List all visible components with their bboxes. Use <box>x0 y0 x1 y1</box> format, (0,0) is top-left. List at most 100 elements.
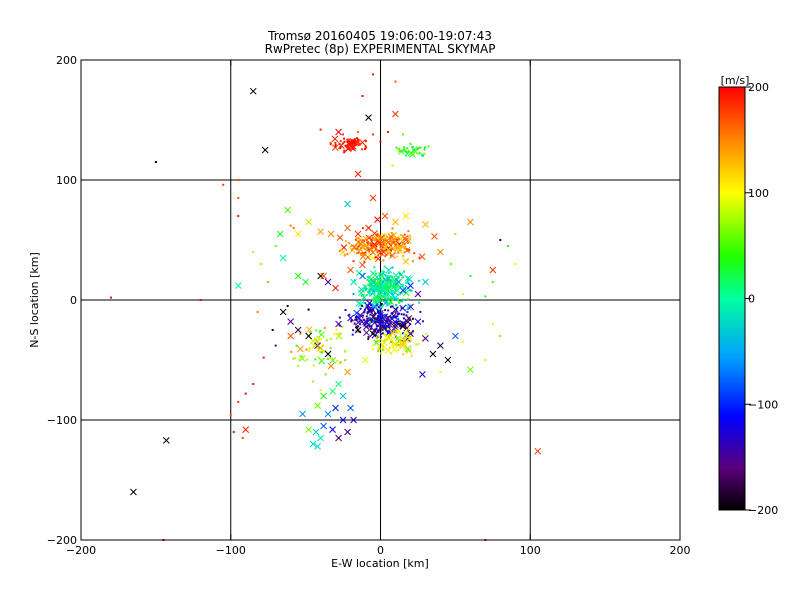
data-point-dot <box>407 150 410 153</box>
data-point-dot <box>389 322 392 325</box>
data-point-dot <box>403 149 406 152</box>
data-point-dot <box>396 288 399 291</box>
data-point-cross <box>365 234 373 242</box>
data-point-dot <box>372 73 375 76</box>
data-point-dot <box>461 293 464 295</box>
data-point-dot <box>368 250 371 253</box>
data-point-cross <box>394 280 401 288</box>
data-point-dot <box>395 304 398 307</box>
colorbar-gradient <box>718 86 746 511</box>
data-point-dot <box>375 272 378 275</box>
data-point-cross <box>261 146 269 154</box>
data-point-dot <box>237 197 240 199</box>
data-point-cross <box>355 300 363 307</box>
data-point-dot <box>373 287 376 290</box>
data-point-dot <box>388 332 391 335</box>
data-point-dot <box>408 249 411 252</box>
data-point-cross <box>359 261 366 269</box>
data-point-cross <box>294 326 302 334</box>
data-point-dot <box>370 244 373 247</box>
data-point-dot <box>398 238 401 241</box>
data-point-dot <box>390 242 393 245</box>
data-point-dot <box>385 338 388 341</box>
colorbar-tick-label: −100 <box>748 398 778 411</box>
data-point-dot <box>411 317 414 320</box>
data-point-dot <box>344 145 347 148</box>
data-point-cross <box>294 230 302 238</box>
data-point-dot <box>386 131 389 133</box>
data-point-dot <box>400 234 403 237</box>
data-point-dot <box>400 149 403 152</box>
data-point-cross <box>489 266 497 274</box>
colorbar-tick-label: 100 <box>748 187 769 200</box>
data-point-cross <box>344 224 351 232</box>
data-point-dot <box>386 281 389 284</box>
data-point-cross <box>437 342 444 349</box>
data-point-cross <box>327 362 335 370</box>
data-point-dot <box>361 148 364 151</box>
data-point-dot <box>395 331 398 334</box>
data-point-dot <box>484 295 487 298</box>
x-tick-label: 100 <box>520 544 541 557</box>
data-point-dot <box>317 347 320 350</box>
data-point-dot <box>388 297 391 300</box>
data-point-dot <box>252 383 255 385</box>
y-axis-label: N-S location [km] <box>28 252 41 348</box>
data-point-cross <box>393 287 401 294</box>
data-point-dot <box>370 325 373 328</box>
data-point-dot <box>402 317 405 320</box>
data-point-dot <box>374 239 377 242</box>
data-point-dot <box>391 341 394 344</box>
x-tick-label: 0 <box>377 544 384 557</box>
data-point-cross <box>345 141 353 148</box>
data-point-dot <box>405 281 408 284</box>
data-point-cross <box>350 243 358 251</box>
data-point-cross <box>332 284 339 292</box>
data-point-dot <box>391 280 394 283</box>
data-point-dot <box>329 346 332 349</box>
data-point-cross <box>309 440 317 448</box>
data-point-cross <box>371 302 378 310</box>
data-point-dot <box>355 318 358 321</box>
data-point-dot <box>320 337 323 340</box>
data-point-dot <box>439 371 442 373</box>
data-point-dot <box>406 147 409 150</box>
data-point-dot <box>406 298 409 301</box>
data-point-cross <box>332 404 339 412</box>
data-point-dot <box>237 215 240 217</box>
data-point-dot <box>371 236 374 239</box>
data-point-dot <box>410 354 413 357</box>
data-point-dot <box>383 233 386 236</box>
data-point-dot <box>397 251 400 254</box>
data-point-dot <box>378 290 381 293</box>
data-point-dot <box>370 280 373 283</box>
data-point-cross <box>402 236 410 244</box>
data-point-cross <box>347 266 354 274</box>
data-point-dot <box>362 272 365 275</box>
data-point-cross <box>318 357 326 365</box>
data-point-dot <box>306 358 309 361</box>
data-point-dot <box>375 243 378 246</box>
data-point-dot <box>375 336 378 339</box>
data-point-dot <box>409 143 412 145</box>
data-point-dot <box>336 360 339 363</box>
data-point-cross <box>406 275 413 283</box>
data-point-dot <box>344 240 347 243</box>
data-point-dot <box>295 344 298 347</box>
data-point-dot <box>403 347 406 350</box>
colorbar-tick-label: 200 <box>748 81 769 94</box>
data-point-dot <box>417 343 420 346</box>
data-point-cross <box>349 142 357 150</box>
data-point-dot <box>374 334 377 337</box>
data-point-dot <box>363 260 366 263</box>
data-point-dot <box>391 316 394 319</box>
data-point-dot <box>357 140 360 143</box>
data-point-dot <box>346 140 349 143</box>
data-point-cross <box>318 331 325 338</box>
data-point-dot <box>357 131 360 133</box>
data-point-dot <box>395 278 398 281</box>
data-point-dot <box>382 240 385 243</box>
data-point-dot <box>423 146 426 149</box>
data-point-cross <box>375 239 383 246</box>
data-point-dot <box>381 280 384 283</box>
